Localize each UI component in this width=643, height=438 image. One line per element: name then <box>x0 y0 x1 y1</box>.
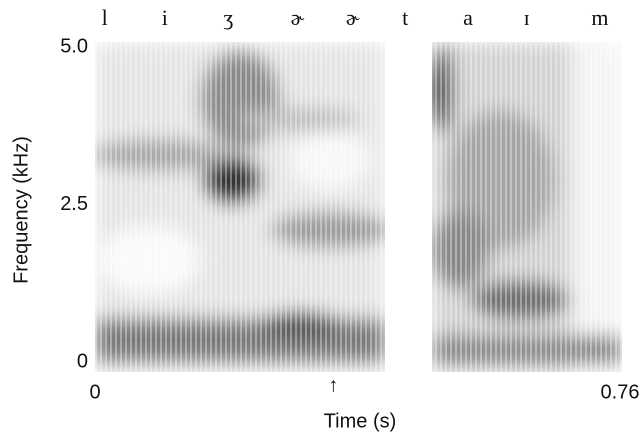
phoneme-label: l <box>102 5 108 30</box>
y-tick-label: 5.0 <box>60 35 88 57</box>
phoneme-label: ɚ <box>346 5 360 30</box>
y-tick-label: 2.5 <box>60 193 88 215</box>
phoneme-label: ɪ <box>524 5 530 30</box>
annotation: ↑ <box>328 374 338 396</box>
phoneme-label: t <box>402 5 408 30</box>
x-axis-label: Time (s) <box>324 410 397 432</box>
spectrogram <box>95 42 622 372</box>
x-tick-label: 0.76 <box>601 381 640 403</box>
phoneme-label: i <box>162 5 168 30</box>
x-tick-label: 0 <box>89 381 100 403</box>
phoneme-label: a <box>463 5 473 30</box>
phoneme-label: ɚ <box>291 5 305 30</box>
y-axis-label: Frequency (kHz) <box>10 136 32 284</box>
y-tick-label: 0 <box>77 350 88 372</box>
phoneme-label: m <box>591 5 608 30</box>
phoneme-label: ʒ <box>223 5 233 30</box>
